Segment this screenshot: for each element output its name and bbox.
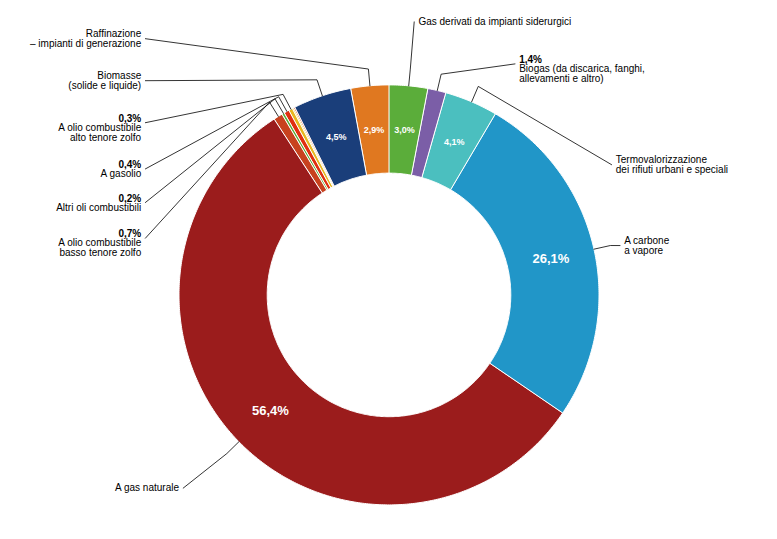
svg-text:4,1%: 4,1%: [444, 137, 465, 147]
svg-text:56,4%: 56,4%: [252, 403, 289, 418]
svg-text:4,5%: 4,5%: [326, 132, 347, 142]
svg-text:Biomasse(solide e liquide): Biomasse(solide e liquide): [68, 70, 141, 91]
svg-text:Altri oli combustibili: Altri oli combustibili: [56, 202, 141, 213]
svg-text:A gasolio: A gasolio: [101, 168, 142, 179]
svg-text:3,0%: 3,0%: [394, 125, 415, 135]
svg-text:Gas derivati da impianti sider: Gas derivati da impianti siderurgici: [418, 16, 571, 27]
svg-text:A olio combustibilealto tenore: A olio combustibilealto tenore zolfo: [58, 122, 141, 143]
svg-text:0,7%: 0,7%: [118, 228, 142, 240]
svg-text:A olio combustibilebasso tenor: A olio combustibilebasso tenore zolfo: [58, 237, 141, 258]
svg-text:26,1%: 26,1%: [532, 251, 569, 266]
svg-text:A carbonea vapore: A carbonea vapore: [624, 235, 669, 256]
svg-text:1,4%: 1,4%: [519, 53, 542, 65]
svg-text:Biogas (da discarica, fanghi,a: Biogas (da discarica, fanghi,allevamenti…: [519, 63, 645, 84]
svg-text:A gas naturale: A gas naturale: [115, 482, 179, 493]
svg-text:Raffinazione– impianti di gene: Raffinazione– impianti di generazione: [30, 28, 142, 49]
svg-text:0,2%: 0,2%: [118, 192, 142, 204]
svg-text:2,9%: 2,9%: [364, 125, 385, 135]
svg-text:0,3%: 0,3%: [118, 112, 142, 124]
svg-text:Termovalorizzazionedei rifiuti: Termovalorizzazionedei rifiuti urbani e …: [616, 154, 728, 175]
svg-text:0,4%: 0,4%: [118, 158, 142, 170]
